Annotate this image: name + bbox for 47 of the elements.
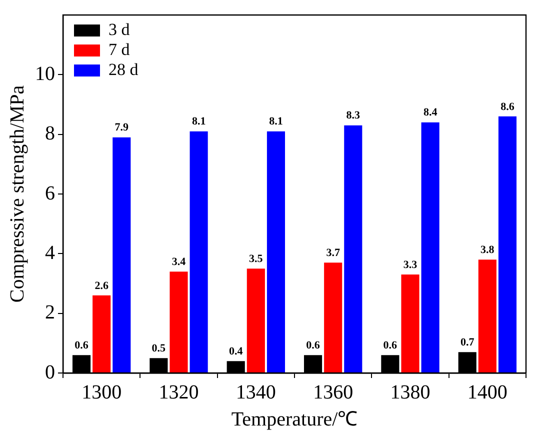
bar (92, 295, 111, 372)
legend-label: 28 d (108, 60, 139, 79)
y-tick-label: 8 (45, 122, 55, 145)
data-label: 3.4 (172, 256, 186, 268)
y-tick-label: 2 (45, 302, 55, 324)
bar (266, 131, 286, 372)
data-label: 3.3 (403, 258, 418, 271)
x-tick-label: 1320 (158, 381, 199, 404)
data-label: 0.4 (228, 345, 244, 358)
x-tick-label: 1340 (236, 381, 276, 404)
bar (344, 125, 362, 372)
x-tick-label: 1380 (390, 381, 430, 404)
x-tick-label: 1300 (82, 381, 122, 404)
legend-label: 3 d (108, 20, 130, 39)
bar (478, 260, 496, 372)
legend-label: 7 d (108, 40, 130, 59)
data-label: 8.1 (192, 116, 206, 128)
data-label: 3.7 (326, 246, 340, 259)
bar (498, 116, 517, 372)
y-tick-label: 10 (35, 62, 55, 85)
x-tick-label: 1360 (313, 381, 354, 404)
data-label: 8.3 (346, 110, 361, 122)
data-label: 2.6 (94, 280, 109, 292)
x-axis-title: Temperature/℃ (231, 408, 358, 430)
y-tick-label: 6 (45, 182, 55, 204)
bar (401, 274, 420, 372)
data-label: 0.6 (74, 339, 89, 352)
y-axis-title: Compressive strength/MPa (6, 85, 28, 303)
data-label: 8.1 (269, 116, 283, 128)
data-label: 0.5 (152, 342, 166, 354)
bar (324, 262, 342, 372)
data-label: 0.6 (306, 339, 320, 352)
data-label: 3.8 (480, 244, 495, 256)
data-label: 0.6 (383, 339, 398, 352)
bar (246, 268, 265, 372)
bar (170, 272, 188, 372)
bar (112, 137, 131, 372)
data-label: 7.9 (114, 122, 130, 134)
data-label: 8.4 (423, 106, 438, 119)
data-label: 0.7 (460, 336, 475, 348)
data-label: 8.6 (500, 100, 515, 113)
x-tick-label: 1400 (467, 381, 508, 404)
y-tick-label: 0 (45, 361, 55, 384)
data-label: 3.5 (249, 252, 264, 265)
bar (421, 122, 440, 372)
y-tick-label: 4 (45, 242, 55, 264)
bar (190, 131, 208, 372)
